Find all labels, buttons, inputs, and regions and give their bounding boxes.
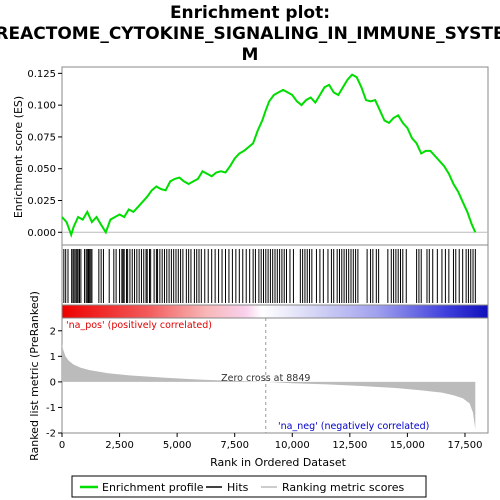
x-tick-label: 17,500: [447, 440, 482, 451]
legend-label-hits: Hits: [227, 481, 249, 494]
legend-label-ranking: Ranking metric scores: [282, 481, 404, 494]
es-y-axis-label: Enrichment score (ES): [12, 96, 25, 218]
ranked-y-tick-label: 0: [50, 377, 56, 388]
x-tick-label: 10,000: [275, 440, 310, 451]
ranked-panel-frame: [61, 317, 489, 434]
hits-markers: [63, 249, 476, 303]
x-tick-label: 2,500: [105, 440, 134, 451]
x-tick-label: 7,500: [220, 440, 249, 451]
chart-title-line-3: M: [242, 45, 259, 65]
legend-label-enrichment: Enrichment profile: [102, 481, 204, 494]
chart-title-line-1: Enrichment plot:: [170, 3, 330, 23]
es-y-tick-label: 0.075: [27, 132, 56, 143]
ranked-y-tick-label: 1: [50, 352, 56, 363]
ranking-metric-area: [62, 343, 476, 430]
es-y-tick-label: 0.000: [27, 228, 56, 239]
x-axis-label: Rank in Ordered Dataset: [210, 456, 347, 469]
x-tick-label: 5,000: [163, 440, 192, 451]
x-tick-label: 15,000: [390, 440, 425, 451]
rank-color-bar: [61, 304, 489, 319]
es-y-axis: 0.000 0.025 0.050 0.075 0.100 0.125: [27, 69, 62, 239]
pos-correlated-label: 'na_pos' (positively correlated): [66, 320, 212, 331]
x-tick-label: 0: [59, 440, 65, 451]
x-axis: 0 2,500 5,000 7,500 10,000 12,500 15,000 17,500: [59, 433, 482, 451]
ranked-y-axis: -2 -1 0 1 2: [46, 326, 62, 440]
legend-frame: [71, 475, 427, 498]
es-panel-frame: [61, 66, 489, 246]
es-y-tick-label: 0.125: [27, 69, 56, 80]
ranked-y-tick-label: -1: [46, 403, 56, 414]
neg-correlated-label: 'na_neg' (negatively correlated): [278, 421, 429, 432]
es-y-tick-label: 0.100: [27, 101, 56, 112]
zero-cross-label: Zero cross at 8849: [221, 373, 310, 384]
ranked-y-tick-label: 2: [50, 326, 56, 337]
x-tick-label: 12,500: [332, 440, 367, 451]
ranked-y-axis-label: Ranked list metric (PreRanked): [28, 291, 41, 461]
legend: Enrichment profile Hits Ranking metric s…: [71, 475, 427, 498]
es-y-tick-label: 0.050: [27, 164, 56, 175]
ranked-y-tick-label: -2: [46, 429, 56, 440]
chart-title-line-2: REACTOME_CYTOKINE_SIGNALING_IN_IMMUNE_SY…: [0, 24, 500, 44]
es-y-tick-label: 0.025: [27, 196, 56, 207]
enrichment-profile-line: [61, 73, 477, 238]
